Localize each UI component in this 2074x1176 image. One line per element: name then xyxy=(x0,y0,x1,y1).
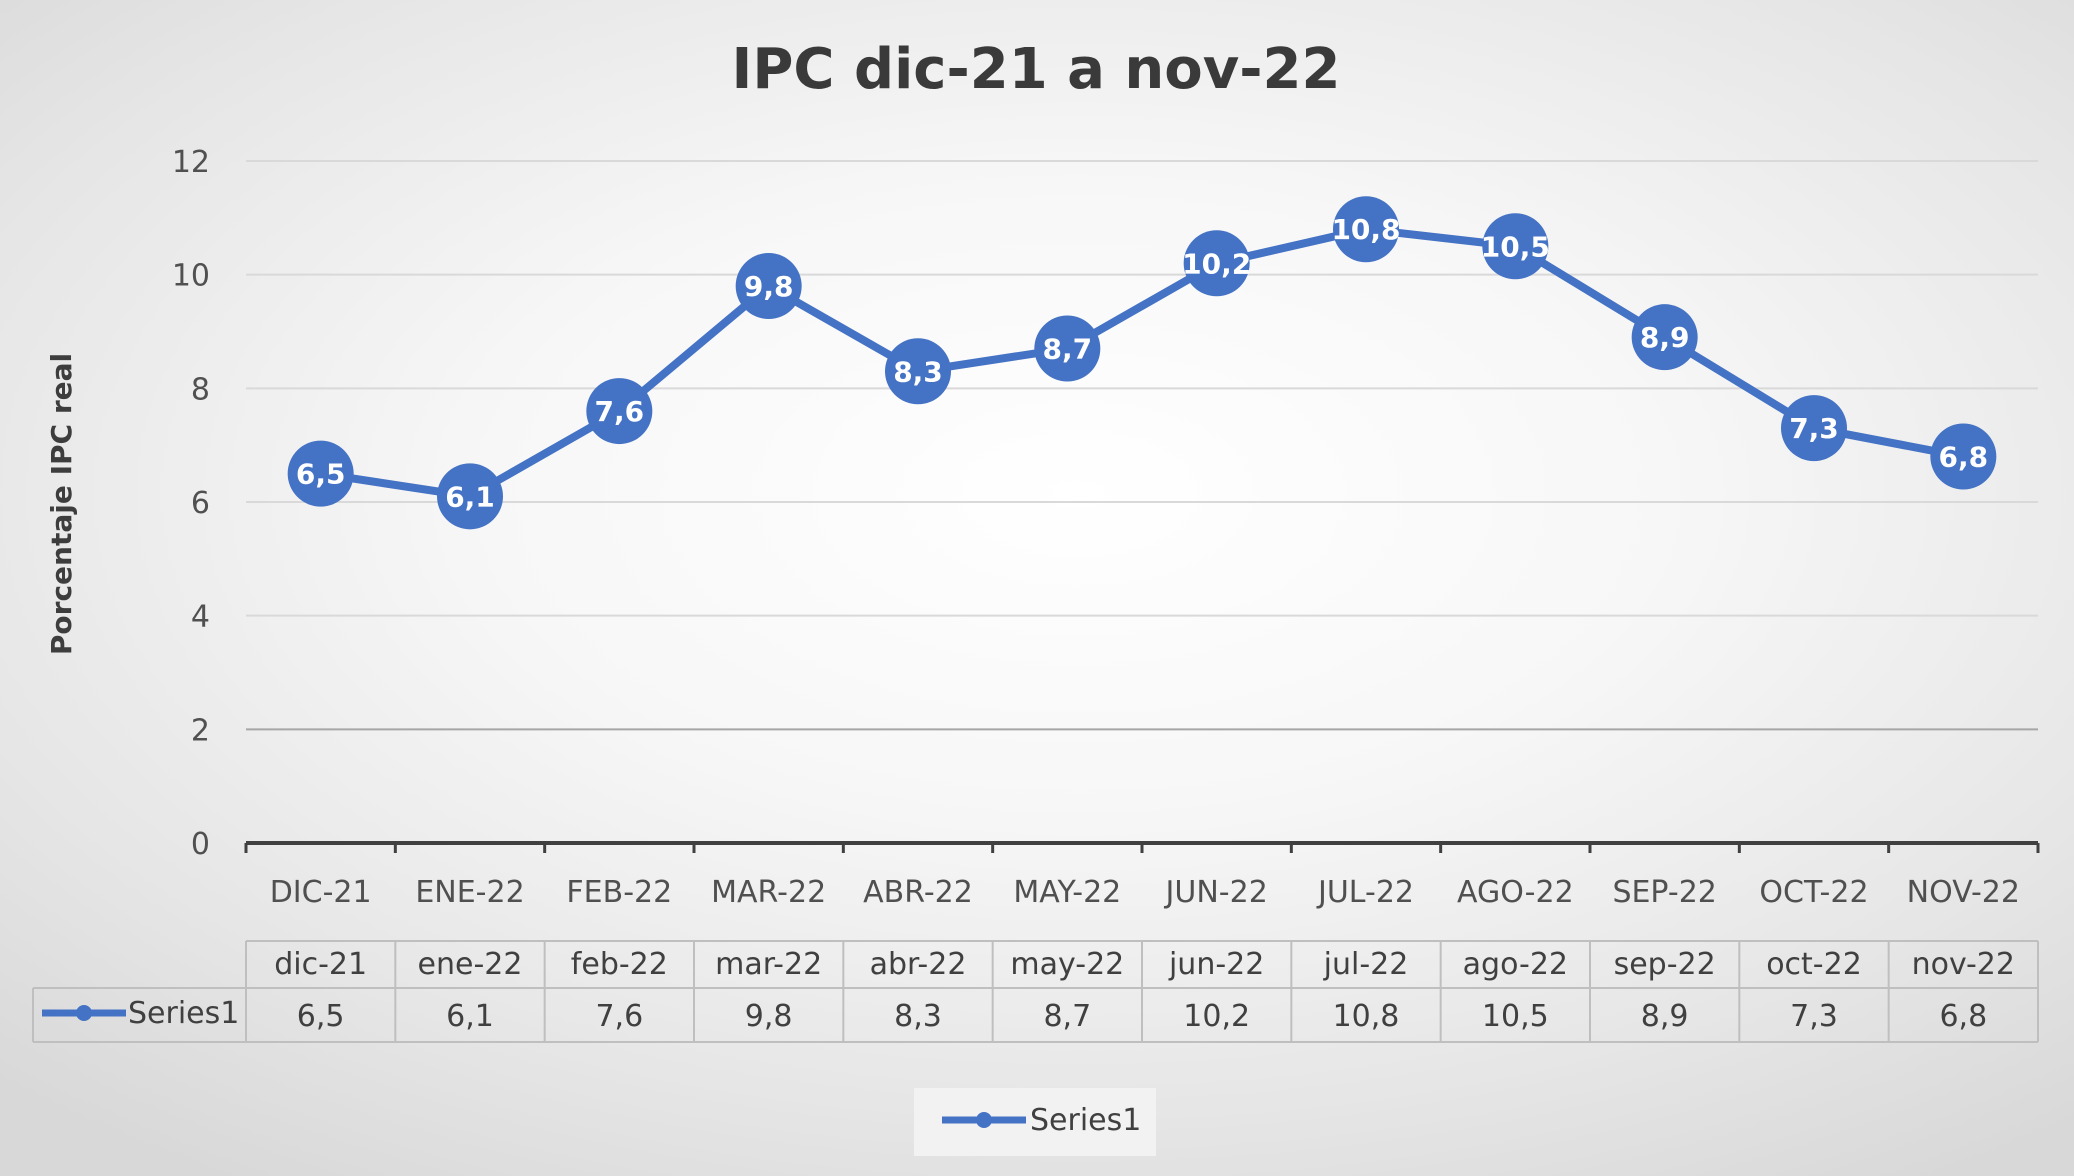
table-header-cell: jun-22 xyxy=(1168,947,1264,982)
y-tick-label: 10 xyxy=(172,259,210,294)
table-value-cell: 10,8 xyxy=(1333,999,1400,1034)
x-axis: DIC-21 ENE-22 FEB-22 MAR-22 ABR-22 MAY-22 JUN-… xyxy=(244,841,2040,910)
data-label: 8,7 xyxy=(1043,333,1093,366)
x-tick-label: FEB-22 xyxy=(566,875,672,910)
table-value-cell: 6,8 xyxy=(1939,999,1987,1034)
table-value-cell: 8,9 xyxy=(1641,999,1689,1034)
table-value-cell: 6,5 xyxy=(297,999,345,1034)
table-value-cell: 10,5 xyxy=(1482,999,1549,1034)
data-point xyxy=(1183,230,1250,297)
x-tick-label: JUN-22 xyxy=(1164,875,1268,910)
table-value-cell: 8,7 xyxy=(1043,999,1091,1034)
data-point xyxy=(735,253,802,320)
series-line xyxy=(316,225,1968,501)
data-point xyxy=(287,440,354,507)
data-label: 6,1 xyxy=(445,480,495,513)
legend: Series1 xyxy=(914,1088,1156,1156)
y-tick-label: 8 xyxy=(191,372,210,407)
data-point xyxy=(1333,196,1399,263)
table-row-label: Series1 xyxy=(128,996,239,1031)
data-label: 7,3 xyxy=(1789,412,1839,445)
data-label: 8,3 xyxy=(893,355,943,388)
table-value-cell: 7,6 xyxy=(595,999,643,1034)
table-header-cell: nov-22 xyxy=(1912,947,2015,982)
y-tick-label: 6 xyxy=(191,486,210,521)
table-value-cell: 7,3 xyxy=(1790,999,1838,1034)
table-header-cell: mar-22 xyxy=(715,947,822,982)
table-value-cell: 9,8 xyxy=(745,999,793,1034)
y-tick-label: 4 xyxy=(191,600,210,635)
table-header-cell: jul-22 xyxy=(1323,947,1409,982)
y-tick-label: 0 xyxy=(191,827,210,862)
data-label: 9,8 xyxy=(744,270,794,303)
data-point xyxy=(1930,423,1997,490)
y-tick-label: 2 xyxy=(191,713,210,748)
table-header-cell: may-22 xyxy=(1010,947,1124,982)
x-tick-label: AGO-22 xyxy=(1457,875,1574,910)
series-layer: 6,5 6,1 7,6 9,8 8,3 8,7 10,2 10,8 10,5 8,9 7,3 6,8 xyxy=(287,196,1997,530)
data-label: 6,8 xyxy=(1939,441,1989,474)
legend-label: Series1 xyxy=(1030,1103,1141,1138)
table-header-cell: ene-22 xyxy=(418,947,523,982)
y-axis-ticks: 0 2 4 6 8 10 12 xyxy=(172,145,210,862)
table-value-cell: 10,2 xyxy=(1183,999,1250,1034)
data-point xyxy=(586,378,653,445)
data-label: 7,6 xyxy=(595,395,645,428)
y-tick-label: 12 xyxy=(172,145,210,180)
data-label: 10,8 xyxy=(1331,213,1400,246)
y-axis-label: Porcentaje IPC real xyxy=(45,353,78,655)
table-header-cell: abr-22 xyxy=(870,947,967,982)
data-label: 10,5 xyxy=(1481,230,1550,263)
data-table: dic-21 ene-22 feb-22 mar-22 abr-22 may-22 jun-… xyxy=(32,940,2039,1043)
table-header-cell: ago-22 xyxy=(1463,947,1568,982)
x-tick-label: MAR-22 xyxy=(711,875,826,910)
data-label: 10,2 xyxy=(1182,247,1251,280)
table-legend-key-marker xyxy=(76,1005,92,1021)
x-tick-label: NOV-22 xyxy=(1907,875,2020,910)
data-label: 6,5 xyxy=(296,458,346,491)
legend-key-marker xyxy=(976,1112,992,1128)
data-point xyxy=(885,338,951,405)
x-tick-label: OCT-22 xyxy=(1759,875,1868,910)
x-tick-label: ABR-22 xyxy=(863,875,973,910)
x-tick-label: MAY-22 xyxy=(1013,875,1121,910)
x-tick-label: DIC-21 xyxy=(270,875,372,910)
data-point xyxy=(1781,395,1847,462)
table-header-cell: dic-21 xyxy=(274,947,367,982)
table-header-cell: oct-22 xyxy=(1766,947,1862,982)
x-tick-label: ENE-22 xyxy=(415,875,524,910)
x-tick-label: JUL-22 xyxy=(1316,875,1414,910)
data-point xyxy=(1631,304,1698,371)
gridlines xyxy=(246,160,2038,731)
data-point xyxy=(1034,315,1101,382)
table-header-cell: feb-22 xyxy=(571,947,668,982)
data-point xyxy=(1482,213,1549,280)
table-value-cell: 8,3 xyxy=(894,999,942,1034)
table-header-cell: sep-22 xyxy=(1614,947,1716,982)
data-point xyxy=(437,463,503,530)
table-value-cell: 6,1 xyxy=(446,999,494,1034)
x-tick-label: SEP-22 xyxy=(1612,875,1716,910)
chart-title: IPC dic-21 a nov-22 xyxy=(732,37,1341,102)
data-label: 8,9 xyxy=(1640,321,1690,354)
